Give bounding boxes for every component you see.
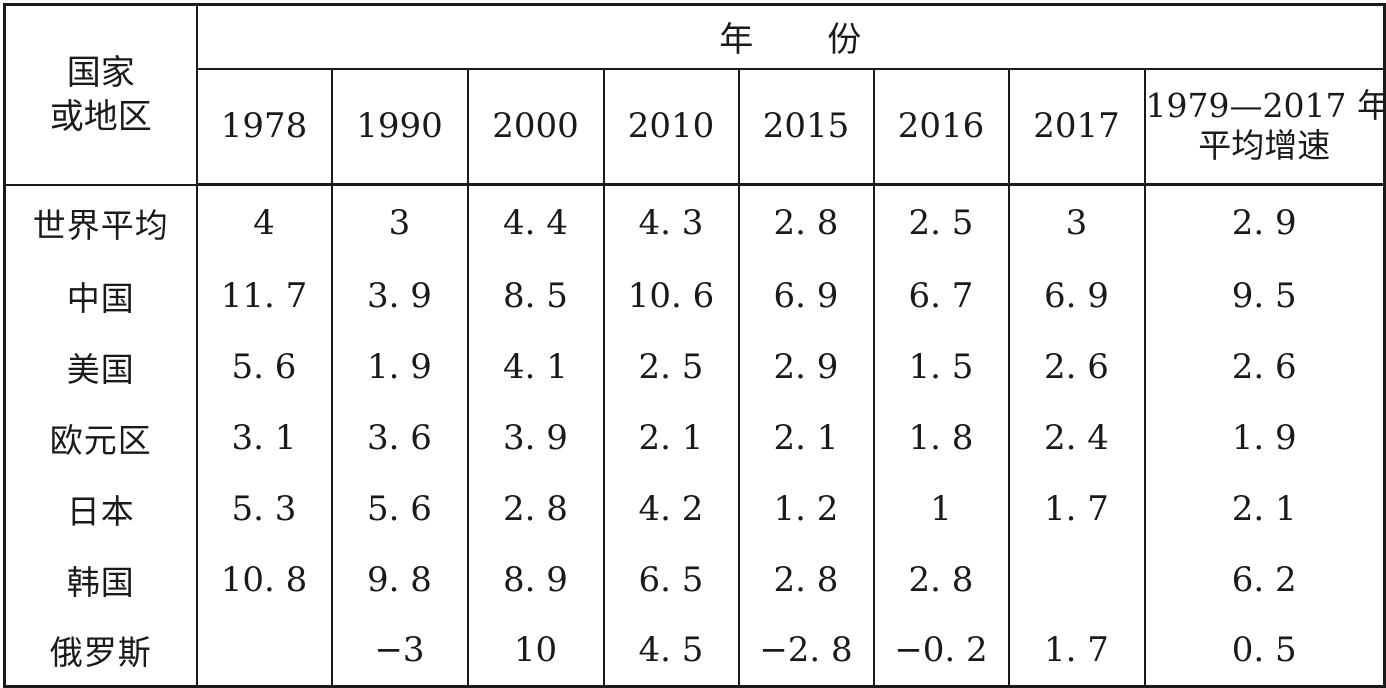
value-cell: 3. 9 [332,261,468,332]
value-cell: 1. 7 [1009,616,1145,687]
country-header-line1: 国家 [67,53,135,93]
value-cell: 4. 3 [604,185,739,261]
value-cell: 1. 9 [332,332,468,403]
value-cell: 2. 5 [874,185,1009,261]
growth-cell: 2. 9 [1145,185,1385,261]
value-cell [197,616,332,687]
value-cell: 3 [1009,185,1145,261]
growth-cell: 0. 5 [1145,616,1385,687]
value-cell: 1. 2 [739,474,874,545]
value-cell: 6. 7 [874,261,1009,332]
header-row-years: 1978 1990 2000 2010 2015 2016 2017 1979—… [5,69,1385,185]
value-cell: 2. 1 [739,403,874,474]
value-cell: −2. 8 [739,616,874,687]
value-cell: 6. 9 [739,261,874,332]
growth-header-line2: 平均增速 [1198,126,1330,165]
growth-header-line1: 1979—2017 年 [1146,86,1386,125]
value-cell: 4. 5 [604,616,739,687]
row-label: 日本 [5,474,197,545]
row-label: 美国 [5,332,197,403]
row-label: 韩国 [5,545,197,616]
value-cell [1009,545,1145,616]
value-cell: 4. 2 [604,474,739,545]
growth-cell: 2. 1 [1145,474,1385,545]
value-cell: 8. 5 [468,261,604,332]
year-header: 2015 [739,69,874,185]
value-cell: 10. 8 [197,545,332,616]
value-cell: 11. 7 [197,261,332,332]
value-cell: 5. 3 [197,474,332,545]
value-cell: 4 [197,185,332,261]
year-group-header: 年份 [197,5,1385,69]
country-header: 国家 或地区 [5,5,197,185]
year-header: 2010 [604,69,739,185]
value-cell: 2. 8 [874,545,1009,616]
value-cell: 3. 9 [468,403,604,474]
value-cell: 1. 7 [1009,474,1145,545]
growth-cell: 6. 2 [1145,545,1385,616]
value-cell: 2. 1 [604,403,739,474]
growth-header: 1979—2017 年 平均增速 [1145,69,1385,185]
year-header: 2000 [468,69,604,185]
year-header: 1990 [332,69,468,185]
value-cell: 8. 9 [468,545,604,616]
value-cell: 1. 5 [874,332,1009,403]
value-cell: 10. 6 [604,261,739,332]
value-cell: 1. 8 [874,403,1009,474]
value-cell: −3 [332,616,468,687]
growth-cell: 2. 6 [1145,332,1385,403]
value-cell: 6. 9 [1009,261,1145,332]
value-cell: 9. 8 [332,545,468,616]
value-cell: 5. 6 [332,474,468,545]
value-cell: −0. 2 [874,616,1009,687]
value-cell: 2. 4 [1009,403,1145,474]
value-cell: 5. 6 [197,332,332,403]
row-label: 世界平均 [5,185,197,261]
row-label: 俄罗斯 [5,616,197,687]
value-cell: 2. 8 [739,185,874,261]
value-cell: 2. 8 [468,474,604,545]
value-cell: 2. 8 [739,545,874,616]
row-label: 中国 [5,261,197,332]
country-header-line2: 或地区 [50,97,152,137]
year-header: 2017 [1009,69,1145,185]
value-cell: 4. 4 [468,185,604,261]
value-cell: 3 [332,185,468,261]
growth-table: 国家 或地区 年份 1978 1990 2000 2010 2015 2016 … [3,3,1386,688]
year-header: 2016 [874,69,1009,185]
growth-cell: 1. 9 [1145,403,1385,474]
value-cell: 1 [874,474,1009,545]
value-cell: 3. 1 [197,403,332,474]
value-cell: 2. 6 [1009,332,1145,403]
row-label: 欧元区 [5,403,197,474]
header-row-top: 国家 或地区 年份 [5,5,1385,69]
value-cell: 2. 9 [739,332,874,403]
year-header: 1978 [197,69,332,185]
growth-cell: 9. 5 [1145,261,1385,332]
value-cell: 2. 5 [604,332,739,403]
value-cell: 4. 1 [468,332,604,403]
value-cell: 6. 5 [604,545,739,616]
value-cell: 10 [468,616,604,687]
value-cell: 3. 6 [332,403,468,474]
